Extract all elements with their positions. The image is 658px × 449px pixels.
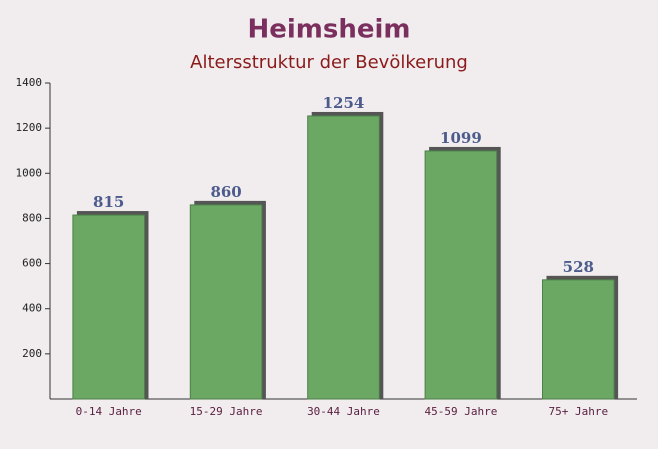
bar — [541, 279, 615, 400]
value-label: 815 — [93, 193, 124, 211]
x-tick-label: 75+ Jahre — [548, 405, 608, 418]
x-tick-label: 45-59 Jahre — [424, 405, 497, 418]
x-tick-label: 0-14 Jahre — [76, 405, 142, 418]
y-tick-label: 600 — [22, 257, 42, 270]
chart-subtitle: Altersstruktur der Bevölkerung — [190, 52, 468, 73]
y-tick-label: 1200 — [16, 121, 43, 134]
value-label: 1099 — [440, 129, 482, 147]
y-tick-label: 800 — [22, 211, 42, 224]
x-tick-label: 30-44 Jahre — [307, 405, 380, 418]
x-tick-label: 15-29 Jahre — [190, 405, 263, 418]
value-label: 860 — [210, 183, 241, 201]
y-tick-label: 1000 — [16, 166, 43, 179]
y-tick-label: 200 — [22, 347, 42, 360]
bar — [72, 214, 146, 400]
bar — [189, 204, 263, 400]
value-label: 528 — [563, 258, 594, 276]
value-label: 1254 — [323, 94, 365, 112]
y-tick-label: 1400 — [16, 76, 43, 89]
bar — [307, 115, 380, 400]
bar — [424, 150, 498, 400]
chart-title: Heimsheim — [247, 15, 410, 45]
y-tick-label: 400 — [22, 302, 42, 315]
